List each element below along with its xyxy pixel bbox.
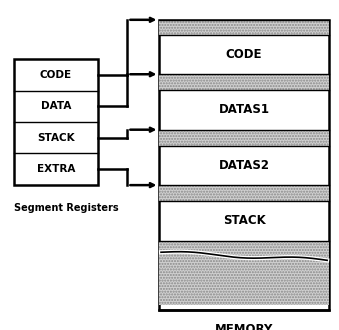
Bar [159,20,329,310]
Text: DATA: DATA [41,101,71,112]
Bar [159,20,329,35]
Text: CODE: CODE [226,48,262,61]
Bar [159,241,329,305]
Text: DATAS2: DATAS2 [219,159,270,172]
Text: Segment Registers: Segment Registers [14,203,118,213]
Bar [159,130,329,146]
Bar [159,185,329,201]
Text: MEMORY: MEMORY [215,323,273,330]
Bar [159,74,329,90]
Bar [159,74,329,90]
Text: STACK: STACK [37,133,75,143]
Bar [159,185,329,201]
Text: STACK: STACK [223,214,265,227]
Bar [159,130,329,146]
Bar [14,59,98,185]
Text: EXTRA: EXTRA [37,164,75,174]
Text: CODE: CODE [40,70,72,80]
Text: DATAS1: DATAS1 [219,103,270,116]
Bar [159,241,329,305]
Bar [159,20,329,35]
